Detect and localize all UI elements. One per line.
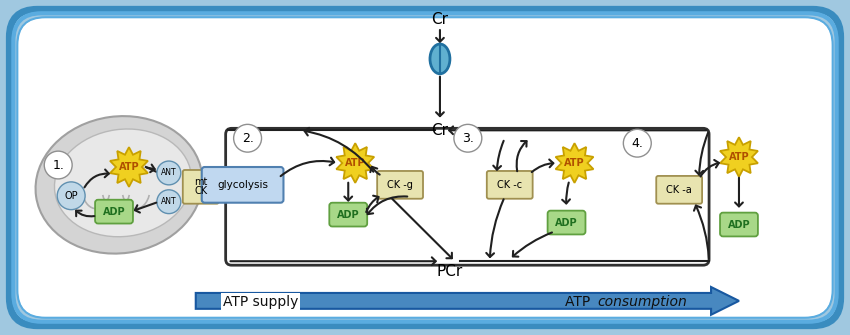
Polygon shape <box>720 137 758 177</box>
FancyBboxPatch shape <box>487 171 533 199</box>
Polygon shape <box>556 143 593 183</box>
Circle shape <box>44 151 72 179</box>
Text: ATP: ATP <box>728 152 750 162</box>
Circle shape <box>157 190 181 214</box>
FancyBboxPatch shape <box>183 170 218 204</box>
Text: ADP: ADP <box>103 207 125 217</box>
Text: ATP: ATP <box>345 158 366 168</box>
Text: ATP supply: ATP supply <box>223 295 298 309</box>
Text: ANT: ANT <box>161 169 177 178</box>
Text: mt: mt <box>194 177 207 187</box>
Circle shape <box>623 129 651 157</box>
Circle shape <box>57 182 85 210</box>
Text: ATP: ATP <box>564 295 594 309</box>
Text: ADP: ADP <box>555 217 578 227</box>
Ellipse shape <box>430 44 450 74</box>
Text: consumption: consumption <box>598 295 687 309</box>
Polygon shape <box>110 147 148 187</box>
Text: 3.: 3. <box>462 132 473 145</box>
Text: CK -g: CK -g <box>387 180 413 190</box>
Polygon shape <box>196 287 739 315</box>
Text: 1.: 1. <box>52 158 64 172</box>
Text: ATP: ATP <box>564 158 585 168</box>
FancyBboxPatch shape <box>656 176 702 204</box>
Text: ATP: ATP <box>119 162 139 172</box>
FancyBboxPatch shape <box>329 203 367 226</box>
Circle shape <box>157 161 181 185</box>
Text: OP: OP <box>65 191 78 201</box>
Text: glycolysis: glycolysis <box>217 180 268 190</box>
Polygon shape <box>337 143 374 183</box>
Ellipse shape <box>36 116 202 254</box>
Text: 2.: 2. <box>241 132 253 145</box>
Circle shape <box>454 124 482 152</box>
Ellipse shape <box>54 129 191 237</box>
Circle shape <box>234 124 262 152</box>
FancyBboxPatch shape <box>20 19 830 316</box>
FancyBboxPatch shape <box>547 211 586 234</box>
Text: CK -a: CK -a <box>666 185 692 195</box>
FancyBboxPatch shape <box>201 167 283 203</box>
FancyBboxPatch shape <box>377 171 423 199</box>
FancyBboxPatch shape <box>720 213 758 237</box>
FancyBboxPatch shape <box>17 17 833 318</box>
Text: ANT: ANT <box>161 197 177 206</box>
Text: ADP: ADP <box>337 210 360 220</box>
Text: Cr: Cr <box>432 123 449 138</box>
FancyBboxPatch shape <box>95 200 133 223</box>
Text: PCr: PCr <box>437 264 463 279</box>
Text: CK -c: CK -c <box>497 180 522 190</box>
Text: ADP: ADP <box>728 219 751 229</box>
Text: 4.: 4. <box>632 137 643 150</box>
Text: Cr: Cr <box>432 12 449 27</box>
Text: CK: CK <box>194 186 207 196</box>
